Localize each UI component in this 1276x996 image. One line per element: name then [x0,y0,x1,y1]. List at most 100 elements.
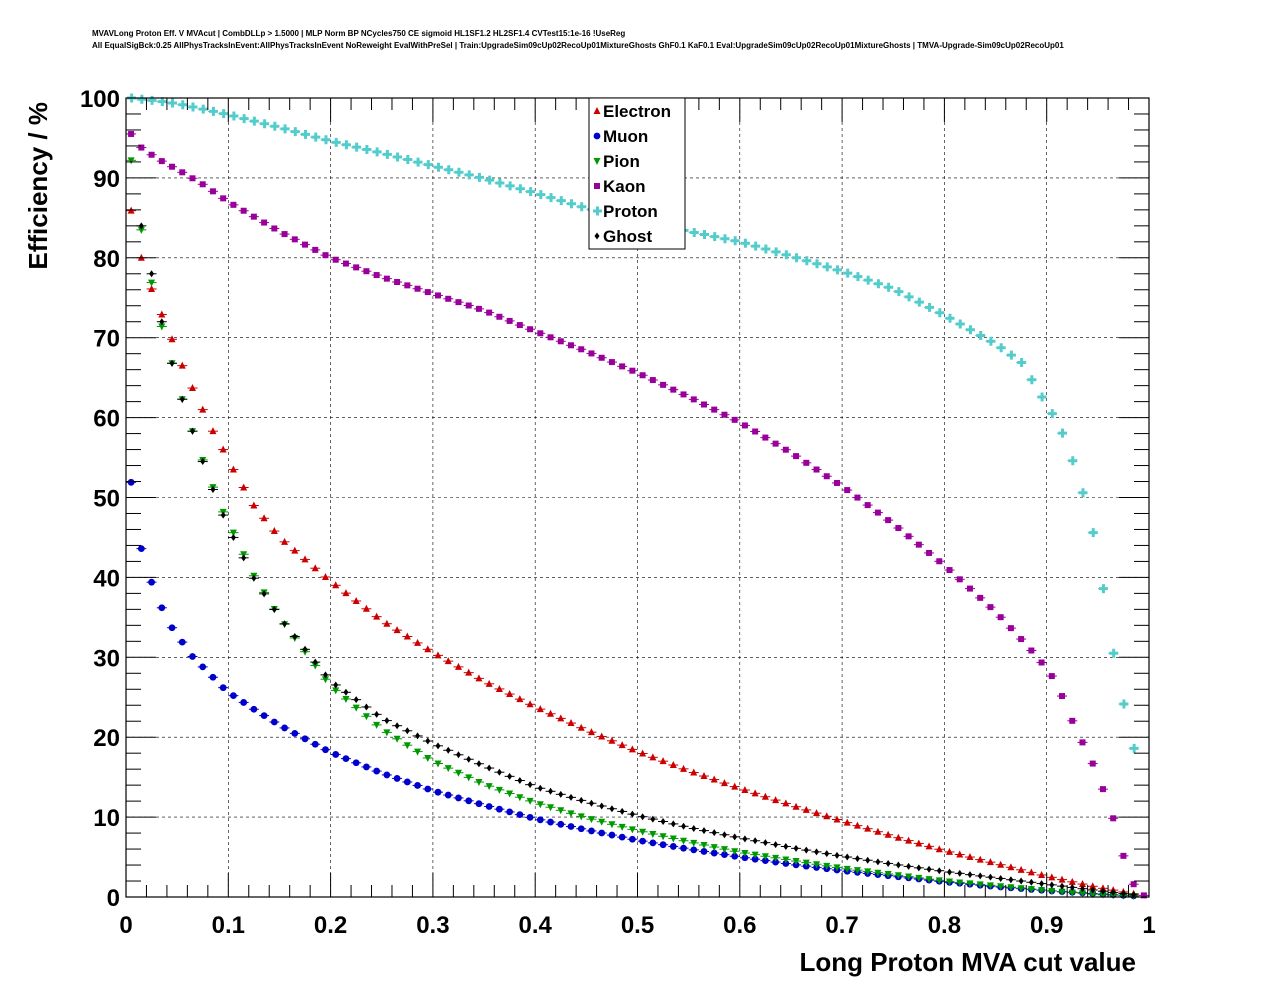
ghost-data-point [711,829,717,837]
muon-data-point [772,858,780,866]
ghost-data-point [947,868,953,876]
y-axis-title: Efficiency / % [23,102,53,270]
proton-data-point [1037,392,1047,402]
pion-data-point [720,846,728,854]
legend-label-kaon: Kaon [603,177,646,196]
pion-data-point [782,856,790,864]
pion-data-point [792,858,800,866]
ghost-data-point [967,871,973,879]
kaon-data-point [465,302,472,309]
muon-data-point [424,785,432,793]
muon-data-point [649,839,657,847]
muon-data-point [710,849,718,857]
x-tick-label: 0.6 [723,912,756,939]
kaon-data-point [977,594,984,601]
electron-data-point [465,668,473,676]
electron-data-point [281,537,289,545]
pion-data-point [741,850,749,858]
ghost-data-point [1059,882,1065,890]
kaon-data-point [455,299,462,306]
kaon-data-point [353,264,360,271]
proton-data-point [168,98,178,108]
electron-data-point [567,719,575,727]
electron-data-point [700,772,708,780]
ghost-data-point [1028,878,1034,886]
header-line-2: All EqualSigBck:0.25 AllPhysTracksInEven… [92,41,1064,50]
kaon-data-point [731,416,738,423]
ghost-data-point [803,846,809,854]
kaon-data-point [905,533,912,540]
ghost-data-point [159,318,165,326]
electron-data-point [1068,877,1076,885]
muon-data-point [659,841,667,849]
pion-data-point [1058,888,1066,896]
ghost-data-point [854,855,860,863]
x-tick-label: 0 [119,912,132,939]
proton-data-point [526,187,536,197]
pion-data-point [362,713,370,721]
pion-data-point [434,760,442,768]
kaon-data-point [486,309,493,316]
electron-data-point [209,427,217,435]
electron-data-point [874,827,882,835]
muon-data-point [516,811,524,819]
proton-data-point [423,160,433,170]
electron-data-point [321,573,329,581]
ghost-data-point [445,746,451,754]
pion-data-point [680,837,688,845]
ghost-data-point [977,872,983,880]
pion-data-point [403,742,411,750]
electron-data-point [894,833,902,841]
electron-data-point [260,514,268,522]
kaon-data-point [885,517,892,524]
proton-data-point [515,184,525,194]
proton-data-point [280,124,290,134]
pion-data-point [915,874,923,882]
ghost-data-point [1090,886,1096,894]
muon-data-point [598,829,606,837]
electron-data-point [301,555,309,563]
pion-data-point [485,783,493,791]
electron-data-point [966,853,974,861]
kaon-data-point [496,313,503,320]
ghost-data-point [353,696,359,704]
muon-data-point [731,852,739,860]
proton-data-point [740,238,750,248]
ghost-data-point [773,841,779,849]
legend-label-electron: Electron [603,102,671,121]
pion-data-point [127,157,135,165]
legend-marker-kaon [594,183,600,189]
pion-data-point [229,529,237,537]
muon-data-point [158,604,166,612]
proton-data-point [812,259,822,269]
kaon-data-point [946,567,953,574]
pion-data-point [465,774,473,782]
electron-data-point [240,483,248,491]
y-tick-label: 90 [93,166,120,193]
x-axis-title: Long Proton MVA cut value [799,947,1136,977]
kaon-data-point [332,256,339,263]
kaon-data-point [649,377,656,384]
x-tick-label: 0.8 [928,912,961,939]
pion-data-point [649,831,657,839]
pion-data-point [393,735,401,743]
electron-data-point [362,604,370,612]
legend-marker-proton [593,206,602,216]
electron-data-point [229,465,237,473]
muon-data-point [311,740,319,748]
kaon-data-point [578,346,585,353]
muon-data-point [301,735,309,743]
legend-marker-ghost [594,232,600,240]
kaon-data-point [1130,881,1137,888]
ghost-data-point [691,825,697,833]
kaon-data-point [312,246,319,253]
muon-data-point [209,673,217,681]
proton-data-point [474,172,484,182]
muon-data-point [332,751,340,758]
kaon-data-point [527,326,534,333]
kaon-data-point [424,289,431,296]
muon-data-point [127,478,135,486]
electron-data-point [690,768,698,776]
proton-data-point [1078,488,1088,498]
muon-data-point [690,846,698,854]
